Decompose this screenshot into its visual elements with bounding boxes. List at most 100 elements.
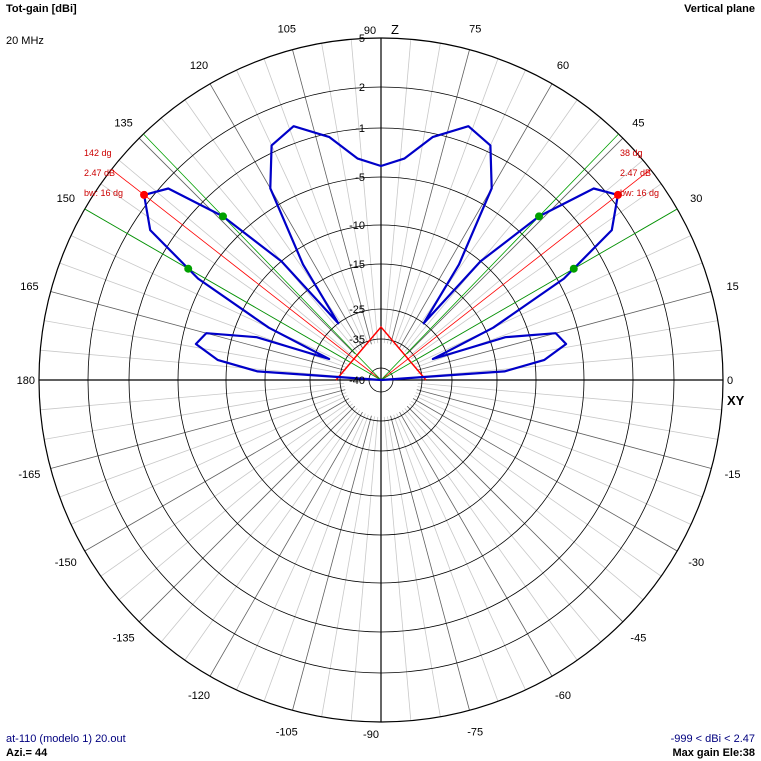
- grid-spoke-minor: [409, 159, 644, 357]
- grid-spoke-major: [50, 291, 346, 371]
- marker-annotation: 38 dg: [620, 148, 643, 158]
- angle-tick-label: 135: [114, 118, 132, 130]
- angle-tick-label: 120: [190, 60, 208, 72]
- grid-spoke-minor: [350, 416, 379, 721]
- beamwidth-dot: [569, 264, 578, 273]
- angle-tick-label: 165: [20, 281, 38, 293]
- marker-annotation: 142 dg: [84, 148, 112, 158]
- angle-tick-label: -45: [630, 632, 646, 644]
- grid-spoke-minor: [44, 386, 345, 440]
- grid-spoke-minor: [415, 392, 703, 498]
- grid-spoke-major: [84, 398, 350, 552]
- max-gain-line: [380, 169, 651, 381]
- beamwidth-line: [380, 133, 619, 381]
- angle-tick-label: 90: [364, 25, 376, 37]
- grid-spoke-minor: [417, 349, 722, 378]
- beamwidth-line: [380, 208, 678, 381]
- grid-spoke-minor: [321, 43, 375, 344]
- grid-spoke-major: [399, 83, 553, 349]
- grid-spoke-minor: [417, 386, 718, 440]
- grid-spoke-major: [416, 389, 712, 469]
- frequency-label: 20 MHz: [6, 35, 44, 47]
- angle-tick-label: -90: [363, 729, 379, 741]
- grid-spoke-minor: [414, 395, 692, 525]
- angle-tick-label: 105: [278, 23, 296, 35]
- file-name: at-110 (modelo 1) 20.out: [6, 733, 126, 745]
- grid-spoke-minor: [44, 320, 345, 374]
- beamwidth-line: [84, 208, 382, 381]
- marker-annotation: 2.47 dB: [620, 168, 651, 178]
- grid-spoke-minor: [401, 410, 578, 661]
- radial-tick-label: -15: [349, 259, 365, 271]
- angle-tick-label: 30: [690, 193, 702, 205]
- grid-spoke-minor: [184, 99, 361, 350]
- radiation-pattern: [140, 125, 622, 382]
- grid-spoke-minor: [411, 183, 662, 360]
- grid-spoke-major: [406, 405, 624, 623]
- grid-spoke-minor: [40, 349, 345, 378]
- grid-spoke-minor: [263, 58, 369, 346]
- xy-axis-label: XY: [727, 393, 745, 408]
- grid-spoke-minor: [350, 39, 379, 344]
- grid-spoke-major: [390, 49, 470, 345]
- grid-spoke-minor: [396, 413, 526, 691]
- grid-spoke-minor: [383, 39, 412, 344]
- angle-tick-label: -75: [467, 727, 483, 739]
- pattern-curve: [143, 125, 619, 382]
- angle-tick-label: 150: [57, 193, 75, 205]
- max-gain-dot: [613, 190, 622, 199]
- grid-spoke-major: [138, 405, 356, 623]
- beamwidth-line: [143, 133, 382, 381]
- grid-spoke-major: [399, 411, 553, 677]
- grid-spoke-minor: [383, 416, 412, 721]
- grid-spoke-minor: [59, 392, 347, 498]
- angle-tick-label: 45: [632, 118, 644, 130]
- max-gain-dot: [140, 190, 149, 199]
- grid-spoke-minor: [118, 159, 353, 357]
- z-axis-label: Z: [391, 22, 399, 37]
- grid-spoke-major: [406, 137, 624, 355]
- grid-spoke-major: [390, 415, 470, 711]
- beam-markers: [84, 133, 678, 381]
- grid-spoke-minor: [160, 408, 358, 643]
- grid-spoke-minor: [70, 235, 348, 365]
- grid-spoke-minor: [393, 414, 499, 702]
- grid-spoke-minor: [393, 58, 499, 346]
- grid-spoke-major: [292, 415, 372, 711]
- grid-spoke-minor: [387, 43, 441, 344]
- angle-tick-label: -120: [188, 690, 210, 702]
- max-gain-line: [111, 169, 382, 381]
- grid-spoke-minor: [414, 235, 692, 365]
- grid-spoke-minor: [387, 416, 441, 717]
- marker-annotation: 2.47 dB: [84, 168, 115, 178]
- angle-tick-label: -135: [113, 632, 135, 644]
- beamwidth-dot: [535, 212, 544, 221]
- angle-tick-label: -15: [725, 469, 741, 481]
- grid-spoke-minor: [411, 400, 662, 577]
- grid-spoke-minor: [118, 403, 353, 601]
- grid-spoke-minor: [401, 99, 578, 350]
- radial-tick-label: -1: [355, 123, 365, 135]
- grid-spoke-major: [412, 398, 678, 552]
- grid-spoke-major: [138, 137, 356, 355]
- grid-spoke-minor: [70, 395, 348, 525]
- angle-tick-label: -60: [555, 690, 571, 702]
- angle-tick-label: 0: [727, 375, 733, 387]
- radial-tick-label: -10: [349, 220, 365, 232]
- grid-spoke-minor: [409, 403, 644, 601]
- grid-spoke-minor: [404, 408, 602, 643]
- radial-tick-label: 2: [359, 82, 365, 94]
- polar-grid: [38, 37, 724, 723]
- angle-tick-label: -150: [55, 557, 77, 569]
- max-gain-readout: Max gain Ele:38: [672, 747, 755, 759]
- radial-tick-label: 5: [359, 33, 365, 45]
- grid-spoke-major: [292, 49, 372, 345]
- grid-spoke-minor: [236, 69, 366, 347]
- marker-annotation: bw: 16 dg: [84, 188, 123, 198]
- grid-spoke-major: [416, 291, 712, 371]
- beamwidth-dot: [184, 264, 193, 273]
- radial-tick-label: -25: [349, 304, 365, 316]
- grid-spoke-major: [50, 389, 346, 469]
- grid-spoke-minor: [321, 416, 375, 717]
